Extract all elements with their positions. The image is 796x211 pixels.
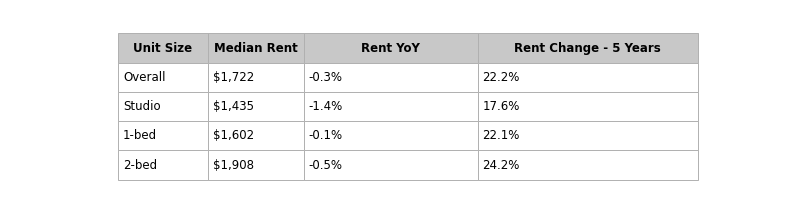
Text: Median Rent: Median Rent bbox=[214, 42, 298, 55]
Bar bbox=[118, 150, 208, 180]
Bar bbox=[303, 33, 478, 63]
Bar bbox=[303, 121, 478, 150]
Text: Overall: Overall bbox=[123, 71, 166, 84]
Text: Unit Size: Unit Size bbox=[134, 42, 193, 55]
Bar bbox=[118, 33, 208, 63]
Text: $1,722: $1,722 bbox=[213, 71, 254, 84]
Text: -1.4%: -1.4% bbox=[309, 100, 343, 113]
Bar bbox=[478, 63, 698, 92]
Bar bbox=[208, 92, 303, 121]
Text: Studio: Studio bbox=[123, 100, 161, 113]
Text: Rent YoY: Rent YoY bbox=[361, 42, 420, 55]
Bar bbox=[208, 63, 303, 92]
Bar bbox=[208, 150, 303, 180]
Text: 17.6%: 17.6% bbox=[482, 100, 520, 113]
Text: $1,908: $1,908 bbox=[213, 158, 254, 172]
Bar bbox=[118, 63, 208, 92]
Text: 22.2%: 22.2% bbox=[482, 71, 520, 84]
Text: -0.3%: -0.3% bbox=[309, 71, 342, 84]
Text: $1,602: $1,602 bbox=[213, 129, 254, 142]
Bar bbox=[208, 33, 303, 63]
Bar bbox=[118, 121, 208, 150]
Text: Rent Change - 5 Years: Rent Change - 5 Years bbox=[514, 42, 661, 55]
Bar bbox=[118, 92, 208, 121]
Bar bbox=[303, 150, 478, 180]
Text: 22.1%: 22.1% bbox=[482, 129, 520, 142]
Bar bbox=[478, 150, 698, 180]
Text: 2-bed: 2-bed bbox=[123, 158, 157, 172]
Bar bbox=[478, 121, 698, 150]
Text: -0.5%: -0.5% bbox=[309, 158, 342, 172]
Text: -0.1%: -0.1% bbox=[309, 129, 342, 142]
Text: 24.2%: 24.2% bbox=[482, 158, 520, 172]
Bar bbox=[303, 92, 478, 121]
Text: $1,435: $1,435 bbox=[213, 100, 254, 113]
Text: 1-bed: 1-bed bbox=[123, 129, 157, 142]
Bar bbox=[478, 33, 698, 63]
Bar bbox=[208, 121, 303, 150]
Bar bbox=[478, 92, 698, 121]
Bar bbox=[303, 63, 478, 92]
